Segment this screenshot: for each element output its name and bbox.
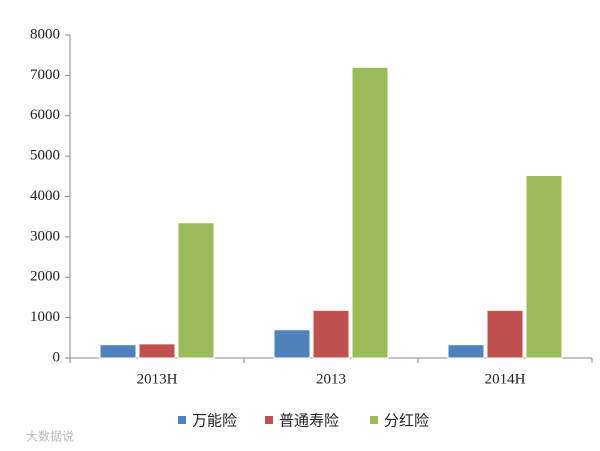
bar xyxy=(273,329,311,359)
y-tick-label: 1000 xyxy=(30,309,60,325)
y-tick-label: 0 xyxy=(53,349,61,365)
y-tick-label: 3000 xyxy=(30,228,60,244)
bar xyxy=(351,66,389,359)
x-tick-label: 2013 xyxy=(316,371,346,387)
bar xyxy=(177,222,215,359)
y-tick-label: 8000 xyxy=(30,26,60,42)
bar xyxy=(486,309,524,359)
legend-swatch xyxy=(265,416,273,424)
legend-swatch xyxy=(370,416,378,424)
y-tick-label: 2000 xyxy=(30,269,60,285)
bar xyxy=(138,343,176,359)
bar xyxy=(312,309,350,359)
bar xyxy=(447,344,485,359)
bar xyxy=(99,344,137,359)
legend-label: 万能险 xyxy=(192,412,237,430)
y-tick-label: 7000 xyxy=(30,67,60,83)
x-tick-label: 2013H xyxy=(137,371,178,387)
y-tick-label: 4000 xyxy=(30,188,60,204)
legend: 万能险 普通寿险 分红险 xyxy=(178,412,429,430)
legend-label: 分红险 xyxy=(384,412,429,430)
bar xyxy=(525,175,563,359)
x-tick-label: 2014H xyxy=(485,371,526,387)
y-tick-label: 5000 xyxy=(30,148,60,164)
y-tick-label: 6000 xyxy=(30,107,60,123)
legend-label: 普通寿险 xyxy=(279,412,339,430)
watermark: 大数据说 xyxy=(26,429,74,444)
legend-swatch xyxy=(178,416,186,424)
